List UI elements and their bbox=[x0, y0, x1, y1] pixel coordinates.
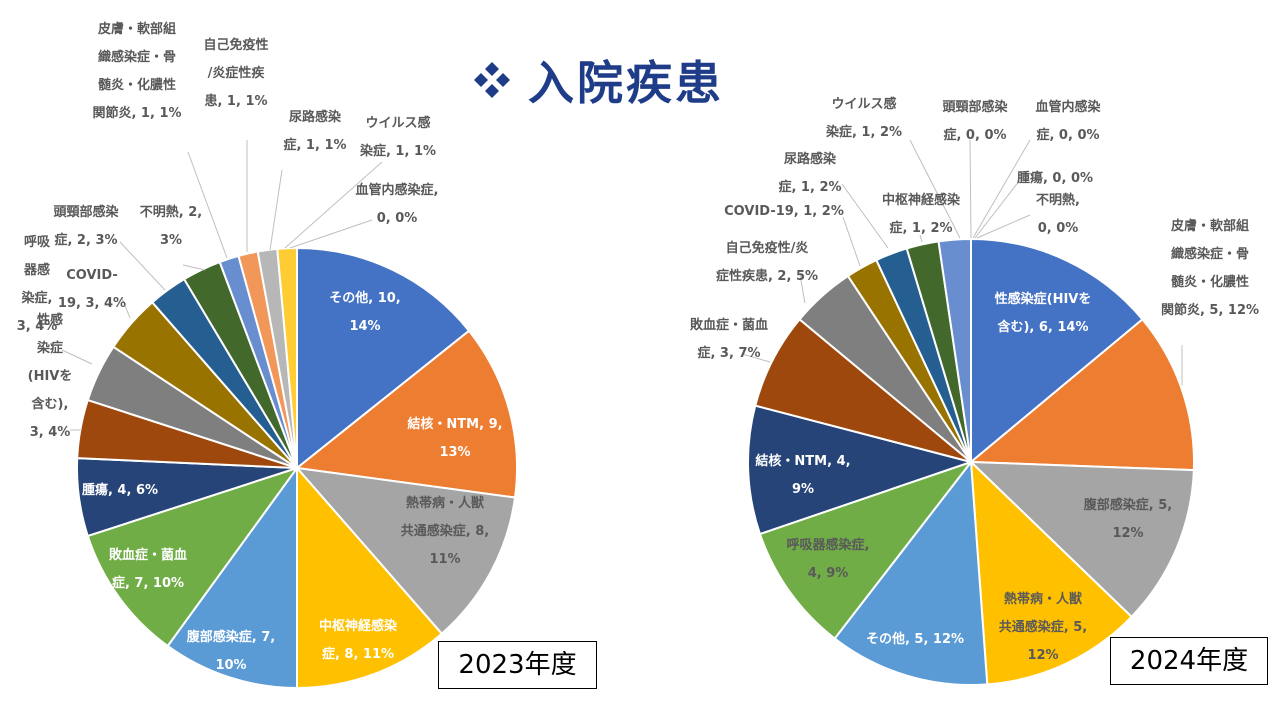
pie-1-leader-line-10 bbox=[121, 297, 131, 319]
pie-1-data-label-16: ウイルス感染症, 1, 1% bbox=[359, 115, 436, 159]
pie-2-leader-line-16 bbox=[974, 179, 1021, 239]
pie-2-slice-1 bbox=[970, 237, 1144, 465]
pie-2-data-label-13: ウイルス感染症, 1, 2% bbox=[825, 96, 902, 140]
pie-1-data-label-3: 熱帯病・人獣共通感染症, 8, 11% bbox=[401, 495, 489, 567]
chart-title-2023: 2023年度 bbox=[438, 641, 597, 689]
pie-1-leader-line-9 bbox=[61, 349, 93, 365]
pie-1-data-label-14: 自己免疫性/炎症性疾患, 1, 1% bbox=[203, 37, 268, 109]
pie-2-leader-line-10 bbox=[842, 216, 861, 267]
pie-2-leader-line-17 bbox=[976, 214, 1031, 239]
pie-2-slice-7 bbox=[747, 404, 975, 536]
pie-1-data-label-10: COVID-19, 3, 4% bbox=[58, 268, 126, 311]
pie-2-leader-line-13 bbox=[909, 139, 961, 239]
pie-1-slice-4 bbox=[296, 465, 444, 690]
pie-2-leader-line-11 bbox=[841, 183, 889, 249]
pie-2-data-label-7: 結核・NTM, 4, 9% bbox=[755, 453, 850, 497]
pie-1-leader-line-12 bbox=[182, 264, 206, 271]
pie-1-data-label-4: 中枢神経感染症, 8, 11% bbox=[319, 618, 398, 662]
pie-2-data-label-2: 皮膚・軟部組織感染症・骨髄炎・化膿性関節炎, 5, 12% bbox=[1161, 218, 1259, 318]
pie-1-leader-line-15 bbox=[269, 169, 283, 251]
pie-1-data-label-17: 血管内感染症, 0, 0% bbox=[356, 182, 439, 226]
pie-1-slice-6 bbox=[86, 466, 300, 648]
pie-2-slice-5 bbox=[833, 459, 989, 686]
pie-2-data-label-1: 性感染症(HIVを含む), 6, 14% bbox=[995, 291, 1092, 335]
pie-2-data-label-14: 頭頸部感染症, 0, 0% bbox=[942, 99, 1008, 143]
pie-1-data-label-2: 結核・NTM, 9, 13% bbox=[407, 416, 502, 460]
pie-1-data-label-12: 不明熱, 2, 3% bbox=[140, 204, 202, 248]
pie-2-slice-2 bbox=[968, 317, 1195, 472]
pie-2-data-label-5: その他, 5, 12% bbox=[866, 631, 964, 647]
pie-1-leader-line-13 bbox=[187, 151, 228, 259]
pie-1-data-label-9: 呼吸器感染症, 3, 4% bbox=[17, 234, 58, 334]
pie-2-leader-line-14 bbox=[969, 139, 972, 239]
pie-2-data-label-15: 血管内感染症, 0, 0% bbox=[1035, 99, 1101, 143]
pie-2-slice-4 bbox=[969, 459, 1133, 686]
pie-1-data-label-6: 敗血症・菌血症, 7, 10% bbox=[109, 547, 187, 591]
pie-1-slice-1 bbox=[296, 246, 471, 471]
pie-2-leader-line-9 bbox=[799, 274, 806, 304]
pie-2-leader-line-8 bbox=[741, 353, 771, 363]
pie-1-data-label-13: 皮膚・軟部組織感染症・骨髄炎・化膿性関節炎, 1, 1% bbox=[92, 21, 181, 121]
pie-1-data-label-7: 腫瘍, 4, 6% bbox=[82, 482, 158, 498]
page-title: 入院疾患 bbox=[528, 56, 724, 110]
pie-1-data-label-11: 頭頸部感染症, 2, 3% bbox=[53, 204, 119, 248]
pie-2-data-label-10: COVID-19, 1, 2% bbox=[724, 204, 844, 219]
pie-1-data-label-15: 尿路感染症, 1, 1% bbox=[283, 109, 346, 153]
pie-1-slice-3 bbox=[294, 466, 517, 636]
title-area: 入院疾患 bbox=[470, 40, 810, 120]
pie-1-leader-line-16 bbox=[284, 161, 383, 249]
pie-2-data-label-11: 尿路感染症, 1, 2% bbox=[778, 151, 841, 195]
pie-1-data-label-5: 腹部感染症, 7, 10% bbox=[187, 629, 275, 673]
pie-2-data-label-17: 不明熱, 0, 0% bbox=[1036, 192, 1080, 236]
pie-2-leader-line-12 bbox=[919, 234, 923, 243]
chart-title-2024: 2024年度 bbox=[1110, 637, 1268, 685]
pie-2-data-label-12: 中枢神経感染症, 1, 2% bbox=[882, 192, 961, 236]
pie-2-data-label-16: 腫瘍, 0, 0% bbox=[1017, 170, 1093, 186]
diamond-cluster-icon bbox=[474, 62, 510, 98]
pie-2-data-label-3: 腹部感染症, 5, 12% bbox=[1084, 497, 1172, 541]
pie-1-data-label-1: その他, 10, 14% bbox=[329, 290, 401, 334]
pie-2-slice-3 bbox=[968, 460, 1195, 619]
pie-2-data-label-6: 呼吸器感染症, 4, 9% bbox=[787, 537, 870, 581]
pie-1-leader-line-11 bbox=[119, 241, 166, 291]
pie-1-slice-2 bbox=[294, 329, 518, 499]
pie-1-leader-line-17 bbox=[289, 219, 373, 249]
pie-1-data-label-8: 性感染症(HIVを含む), 3, 4% bbox=[28, 312, 73, 440]
pie-2-slice-6 bbox=[758, 459, 974, 640]
pie-2-data-label-4: 熱帯病・人獣共通感染症, 5, 12% bbox=[999, 591, 1087, 663]
pie-2-data-label-8: 敗血症・菌血症, 3, 7% bbox=[690, 317, 768, 361]
pie-2-data-label-9: 自己免疫性/炎症性疾患, 2, 5% bbox=[716, 240, 818, 284]
pie-2-leader-line-15 bbox=[972, 139, 1031, 239]
pie-2-slice-13 bbox=[937, 237, 972, 463]
pie-1-slice-16 bbox=[276, 246, 298, 469]
pie-1-slice-5 bbox=[166, 464, 298, 690]
